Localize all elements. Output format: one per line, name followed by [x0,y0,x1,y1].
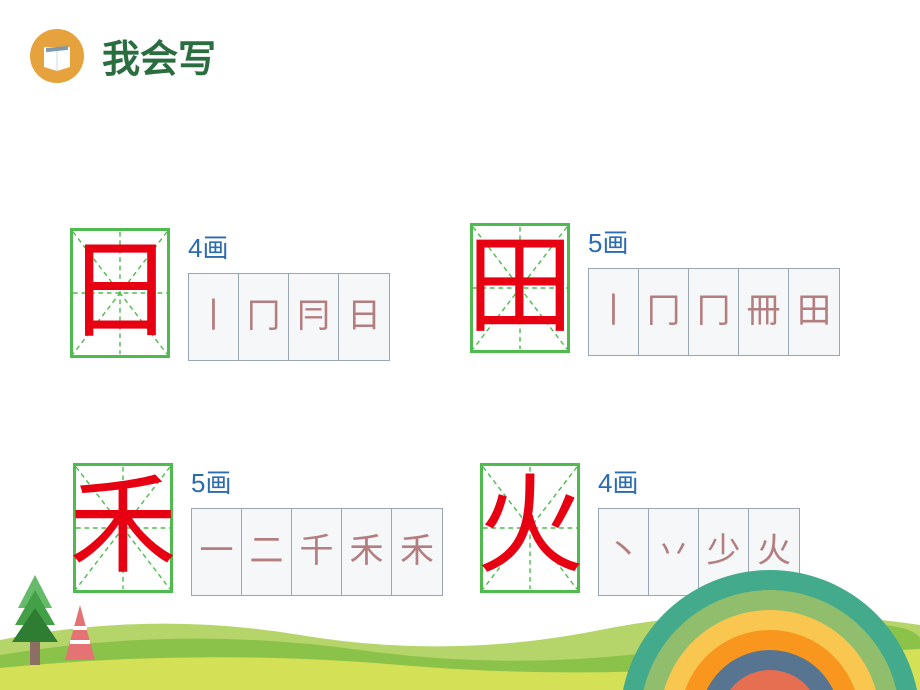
practice-grid: 日 [70,228,170,358]
stroke-step: 冊 [739,269,789,355]
stroke-glyph: 丷 [657,535,691,569]
stroke-step: 冂 [639,269,689,355]
stroke-glyph: 冂 [697,295,731,329]
stroke-count-label: 4画 [188,228,390,265]
stroke-glyph: 千 [300,535,334,569]
stroke-order-boxes: 丨冂冂冊田 [588,268,840,356]
main-character: 日 [66,239,174,347]
stroke-info: 4画丨冂冃日 [188,228,390,361]
stroke-glyph: 禾 [350,535,384,569]
stroke-step: 丨 [589,269,639,355]
stroke-info: 5画丨冂冂冊田 [588,223,840,356]
content-area: 日 4画丨冂冃日 田 5画丨冂冂冊田 禾 5画一二千禾禾 火 4画丶丷少火 [0,83,920,583]
main-character: 火 [476,474,584,582]
stroke-glyph: 日 [347,300,381,334]
stroke-glyph: 二 [250,535,284,569]
practice-grid: 田 [470,223,570,353]
stroke-glyph: 冂 [647,295,681,329]
stroke-glyph: 田 [797,295,831,329]
stroke-glyph: 冃 [297,300,331,334]
stroke-step: 日 [339,274,389,360]
stroke-step: 冂 [239,274,289,360]
char-block: 田 5画丨冂冂冊田 [470,223,840,356]
stroke-count-label: 5画 [588,223,840,260]
stroke-glyph: 冂 [247,300,281,334]
stroke-count-label: 5画 [191,463,443,500]
stroke-glyph: 一 [200,535,234,569]
book-icon [30,29,84,83]
stroke-step: 丨 [189,274,239,360]
stroke-glyph: 丶 [607,535,641,569]
page-title: 我会写 [102,28,216,83]
main-character: 田 [466,234,574,342]
footer-decoration [0,570,920,690]
stroke-order-boxes: 丨冂冃日 [188,273,390,361]
stroke-step: 冂 [689,269,739,355]
char-block: 日 4画丨冂冃日 [70,228,390,361]
stroke-step: 田 [789,269,839,355]
stroke-count-label: 4画 [598,463,800,500]
stroke-glyph: 火 [757,535,791,569]
stroke-glyph: 少 [707,535,741,569]
main-character: 禾 [69,474,177,582]
stroke-step: 冃 [289,274,339,360]
stroke-glyph: 禾 [400,535,434,569]
stroke-glyph: 丨 [597,295,631,329]
stroke-glyph: 冊 [747,295,781,329]
header: 我会写 [0,0,920,83]
stroke-glyph: 丨 [197,300,231,334]
